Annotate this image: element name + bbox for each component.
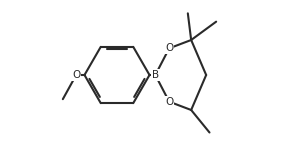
- Text: B: B: [152, 70, 159, 80]
- Text: O: O: [165, 97, 173, 107]
- Text: O: O: [72, 70, 80, 80]
- Text: O: O: [165, 43, 173, 53]
